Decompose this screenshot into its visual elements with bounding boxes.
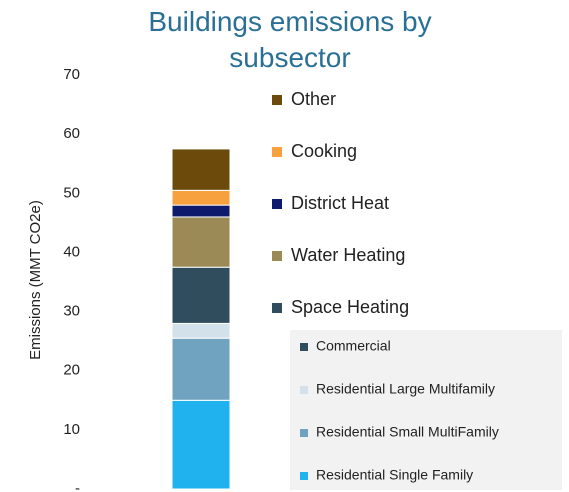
legend-swatch	[272, 199, 282, 209]
legend-group-label: Space Heating	[291, 297, 409, 317]
bar-segment	[171, 204, 231, 218]
legend-swatch	[272, 147, 282, 157]
y-tick-label: 10	[63, 421, 80, 438]
bar-segment	[171, 337, 231, 401]
bar-segment	[171, 266, 231, 324]
legend-label: Residential Single Family	[316, 467, 473, 483]
y-tick-label: 30	[63, 303, 80, 320]
legend-swatch	[272, 95, 282, 105]
legend-swatch	[300, 429, 308, 437]
legend-swatch	[300, 343, 308, 351]
legend-label: District Heat	[291, 193, 389, 213]
y-tick-label: 60	[63, 125, 80, 142]
legend-label: Cooking	[291, 141, 357, 161]
bar-segment	[171, 322, 231, 339]
legend-label: Residential Small MultiFamily	[316, 424, 499, 440]
legend-swatch	[272, 251, 282, 261]
legend-swatch	[300, 386, 308, 394]
y-tick-label: 40	[63, 243, 80, 260]
legend-label: Water Heating	[291, 245, 405, 265]
y-tick-label: -	[75, 480, 80, 492]
y-tick-label: 50	[63, 184, 80, 201]
legend-label: Commercial	[316, 338, 391, 354]
bar-segment	[171, 189, 231, 206]
y-axis-label: Emissions (MMT CO2e)	[27, 200, 44, 360]
y-tick-label: 70	[63, 66, 80, 83]
bar-segment	[171, 148, 231, 191]
bar-segment	[171, 399, 231, 490]
legend-swatch	[272, 303, 282, 313]
legend-label: Residential Large Multifamily	[316, 381, 495, 397]
chart-title: Buildings emissions by subsector	[148, 6, 432, 73]
legend-panel	[290, 330, 562, 490]
legend-swatch	[300, 472, 308, 480]
legend-label: Other	[291, 89, 336, 109]
bar-segment	[171, 216, 231, 268]
y-tick-label: 20	[63, 362, 80, 379]
